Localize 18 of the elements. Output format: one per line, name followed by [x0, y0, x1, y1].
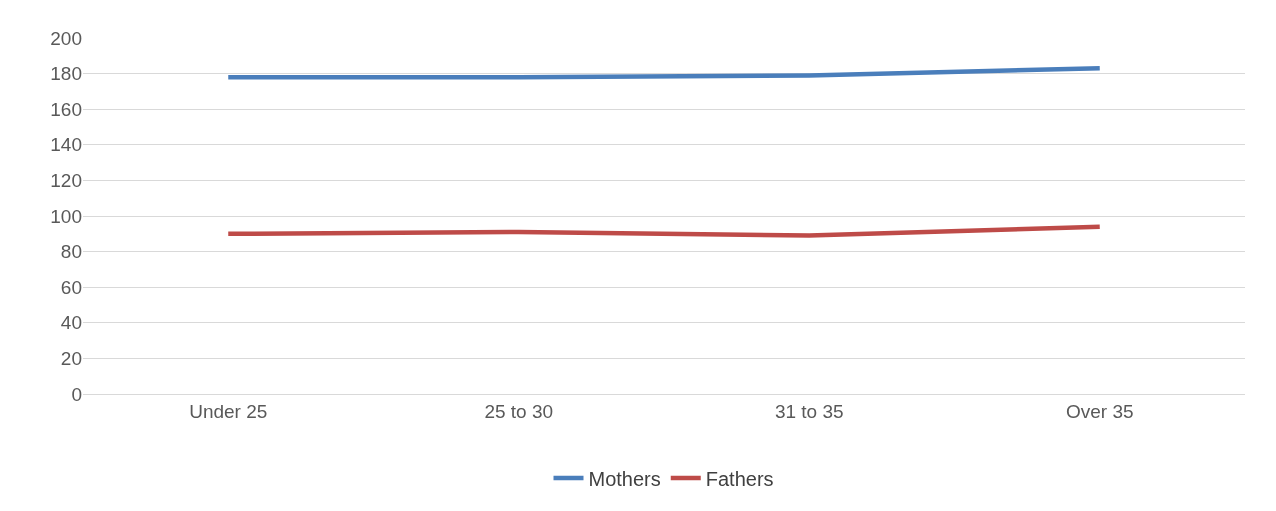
y-tick-label: 80	[60, 241, 82, 263]
y-tick-label: 140	[50, 134, 82, 156]
y-tick-label: 160	[50, 98, 82, 120]
legend-label: Mothers	[588, 467, 661, 490]
x-tick-label: 25 to 30	[484, 400, 554, 422]
line-series	[226, 224, 1102, 238]
x-tick-label: 31 to 35	[774, 400, 844, 422]
x-tick-label: Over 35	[1065, 400, 1134, 422]
y-tick-label: 120	[50, 170, 82, 192]
y-tick-label: 100	[50, 205, 82, 227]
legend-label: Fathers	[705, 467, 774, 490]
y-tick-label: 40	[60, 312, 82, 334]
y-tick-label: 200	[50, 27, 82, 49]
y-tick-label: 20	[60, 348, 82, 370]
y-tick-label: 60	[60, 276, 82, 298]
y-tick-label: 0	[71, 383, 82, 405]
y-tick-label: 180	[50, 63, 82, 85]
x-tick-label: Under 25	[189, 400, 268, 422]
